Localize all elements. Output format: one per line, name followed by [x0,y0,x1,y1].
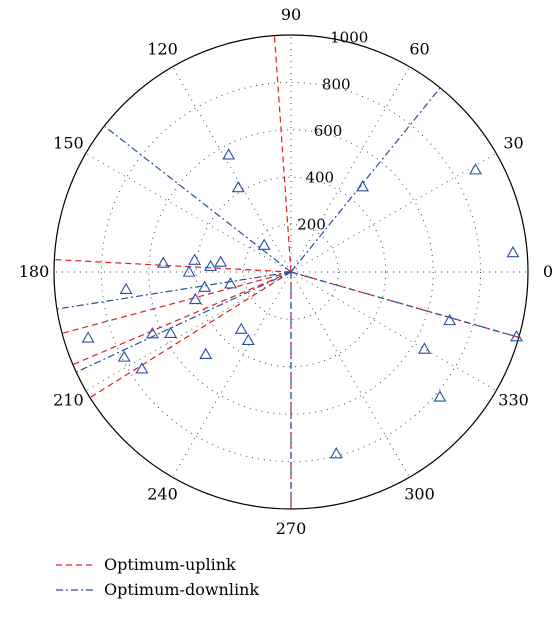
theta-tick-label-210: 210 [53,391,84,410]
series-1-line-5 [290,271,519,338]
theta-tick-label-150: 150 [53,134,84,153]
grid-circle-400 [195,176,387,368]
theta-tick-label-30: 30 [503,134,523,153]
data-point-7 [156,256,170,268]
data-point-24 [433,390,447,402]
data-point-20 [234,322,248,334]
grid-spoke-150 [85,153,292,273]
data-point-6 [188,253,202,265]
legend-label-0: Optimum-uplink [104,555,236,574]
theta-tick-label-0: 0 [543,262,553,281]
data-point-12 [198,280,212,292]
series-0-line-4 [89,271,292,399]
data-point-15 [135,362,149,374]
data-point-16 [164,326,178,339]
theta-tick-label-60: 60 [409,39,429,58]
theta-tick-label-270: 270 [276,519,307,538]
series-1-line-1 [103,125,292,273]
r-tick-label-800: 800 [322,75,351,93]
points-layer [81,148,523,459]
grid-spoke-330 [290,271,497,391]
data-point-8 [214,255,228,267]
data-point-0 [506,245,520,258]
data-point-25 [417,342,431,354]
grid-spoke-120 [172,66,292,273]
theta-tick-label-120: 120 [147,39,178,58]
theta-tick-label-90: 90 [281,5,301,24]
series-1-line-2 [56,271,292,310]
theta-tick-label-240: 240 [147,485,178,504]
series-1-line-3 [75,271,292,373]
series-0-line-1 [54,258,292,273]
r-tick-label-400: 400 [305,169,334,187]
data-point-26 [443,313,457,326]
data-point-3 [222,148,236,160]
data-point-10 [204,259,218,272]
grid-circle-200 [243,224,339,320]
r-tick-label-1000: 1000 [330,29,368,47]
data-point-27 [510,330,523,342]
series-0-line-3 [72,271,292,366]
data-point-17 [145,327,159,339]
labels-layer: 200 400 600 800 1000 0 30 60 90 120 150 180 210 240 27… [19,5,553,538]
grid-circle-600 [148,129,434,415]
r-tick-label-200: 200 [297,215,326,233]
legend-label-1: Optimum-downlink [104,580,259,599]
theta-tick-label-180: 180 [19,262,50,281]
data-point-19 [224,277,237,289]
data-point-18 [188,292,202,305]
r-tick-label-600: 600 [314,122,343,140]
data-point-4 [231,180,245,193]
grid-circle-800 [100,81,482,463]
grid-spoke-300 [290,271,410,478]
data-point-1 [469,163,482,175]
data-point-14 [117,350,131,362]
legend: Optimum-uplink Optimum-downlink [56,555,259,599]
data-point-21 [241,333,255,346]
data-point-23 [329,447,343,459]
data-point-11 [119,282,133,295]
theta-tick-label-300: 300 [404,485,435,504]
theta-tick-label-330: 330 [498,391,529,410]
series-0-line-0 [273,35,292,273]
data-point-13 [81,331,95,343]
data-point-22 [199,347,213,359]
data-point-9 [182,265,196,277]
data-point-2 [356,180,370,192]
grid-spoke-210 [85,271,292,391]
data-point-5 [257,238,271,250]
series-1-line-0 [290,87,441,273]
series-layer [54,35,519,509]
